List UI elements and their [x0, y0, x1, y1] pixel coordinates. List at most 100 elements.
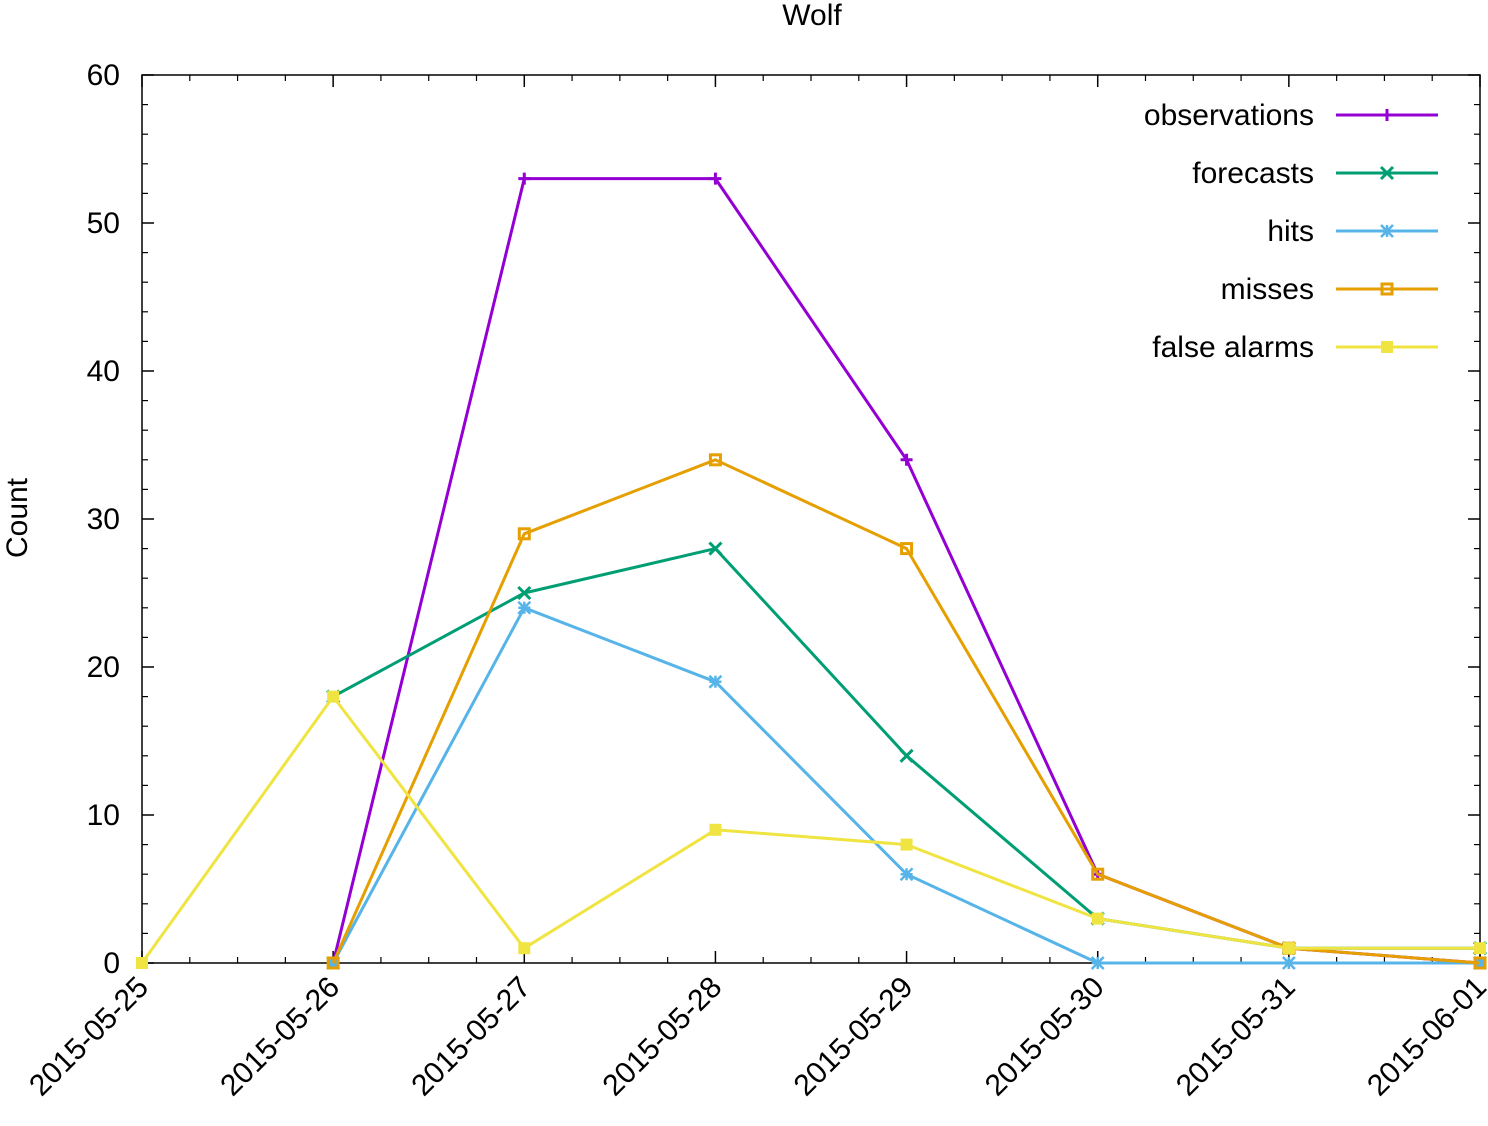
- plot-frame: [141, 74, 1481, 964]
- data-point: [1281, 956, 1296, 970]
- legend-item: misses: [1221, 273, 1438, 306]
- data-point: [1474, 942, 1486, 955]
- x-tick-label: 2015-05-30: [979, 971, 1111, 1103]
- star-marker: [708, 674, 723, 689]
- data-point: [1381, 109, 1393, 121]
- data-point: [709, 172, 722, 185]
- legend-item: false alarms: [1152, 331, 1438, 364]
- data-point: [517, 585, 532, 601]
- data-point: [899, 748, 914, 763]
- plus-marker: [709, 172, 722, 185]
- data-point: [708, 453, 722, 467]
- data-point: [1091, 867, 1105, 881]
- legend-label: misses: [1221, 273, 1314, 306]
- star-marker: [1281, 956, 1296, 970]
- data-point: [899, 867, 914, 882]
- x-tick-label: 2015-05-27: [405, 971, 537, 1103]
- data-point: [709, 823, 722, 836]
- cross-marker: [517, 585, 532, 601]
- data-point: [1379, 165, 1395, 181]
- data-point: [518, 172, 531, 185]
- y-tick-label: 50: [87, 207, 120, 240]
- open-square-marker: [517, 527, 531, 541]
- open-square-marker: [1091, 867, 1105, 881]
- series-line: [331, 458, 1481, 965]
- legend-label: hits: [1267, 215, 1314, 248]
- x-tick-label: 2015-05-28: [597, 971, 729, 1103]
- data-point: [900, 838, 913, 851]
- legend-label: observations: [1144, 99, 1314, 132]
- legend-item: hits: [1267, 215, 1438, 248]
- open-square-marker: [708, 453, 722, 467]
- cross-marker: [1379, 165, 1395, 181]
- legend-item: forecasts: [1192, 157, 1438, 190]
- data-point: [1473, 956, 1487, 970]
- series-line: [332, 547, 1480, 950]
- data-point: [517, 527, 531, 541]
- series-forecasts: [326, 541, 1488, 956]
- filled-square-marker: [136, 957, 148, 969]
- series-false-alarms: [136, 690, 1486, 969]
- filled-square-marker: [1282, 942, 1295, 955]
- y-tick-label: 60: [87, 59, 120, 92]
- x-tick-label: 2015-05-25: [23, 971, 155, 1103]
- series-line: [140, 695, 1480, 964]
- y-tick-label: 10: [87, 799, 120, 832]
- star-marker: [899, 867, 914, 882]
- open-square-marker: [1380, 282, 1394, 296]
- data-point: [327, 690, 340, 703]
- star-marker: [1090, 956, 1105, 970]
- star-marker: [517, 600, 532, 615]
- data-point: [1091, 912, 1104, 925]
- filled-square-marker: [1474, 942, 1486, 955]
- data-point: [1380, 224, 1394, 238]
- filled-square-marker: [1091, 912, 1104, 925]
- star-marker: [1380, 224, 1394, 238]
- cross-marker: [899, 748, 914, 763]
- open-square-marker: [1473, 956, 1487, 970]
- filled-square-marker: [900, 838, 913, 851]
- y-tick-label: 30: [87, 503, 120, 536]
- data-point: [900, 542, 914, 556]
- filled-square-marker: [1381, 341, 1393, 353]
- x-tick-label: 2015-05-26: [214, 971, 346, 1103]
- plot-border: [141, 74, 1481, 964]
- data-point: [326, 956, 340, 970]
- data-point: [900, 453, 913, 466]
- data-point: [517, 600, 532, 615]
- open-square-marker: [900, 542, 914, 556]
- data-point: [708, 674, 723, 689]
- legend-label: forecasts: [1192, 157, 1314, 190]
- y-tick-label: 20: [87, 651, 120, 684]
- data-point: [1282, 942, 1295, 955]
- plus-marker: [900, 453, 913, 466]
- data-point: [1380, 282, 1394, 296]
- y-axis-label: Count: [1, 477, 34, 558]
- data-point: [518, 942, 531, 955]
- data-point: [136, 957, 148, 969]
- series-misses: [326, 453, 1487, 970]
- x-tick-label: 2015-05-31: [1170, 971, 1302, 1103]
- data-point: [1090, 956, 1105, 970]
- chart-title: Wolf: [782, 0, 842, 32]
- series-line: [331, 606, 1480, 965]
- filled-square-marker: [327, 690, 340, 703]
- legend-label: false alarms: [1152, 331, 1314, 364]
- data-point: [708, 541, 723, 556]
- plus-marker: [1381, 109, 1393, 121]
- x-tick-label: 2015-05-29: [788, 971, 920, 1103]
- legend-item: observations: [1144, 99, 1438, 132]
- data-point: [1381, 341, 1393, 353]
- x-tick-label: 2015-06-01: [1361, 971, 1488, 1103]
- plus-marker: [518, 172, 531, 185]
- legend: observations forecasts hits misses false ala…: [1144, 99, 1438, 364]
- y-tick-label: 40: [87, 355, 120, 388]
- cross-marker: [708, 541, 723, 556]
- y-tick-label: 0: [103, 947, 120, 980]
- series-hits: [326, 600, 1487, 970]
- filled-square-marker: [518, 942, 531, 955]
- open-square-marker: [326, 956, 340, 970]
- filled-square-marker: [709, 823, 722, 836]
- data-series: [136, 172, 1488, 970]
